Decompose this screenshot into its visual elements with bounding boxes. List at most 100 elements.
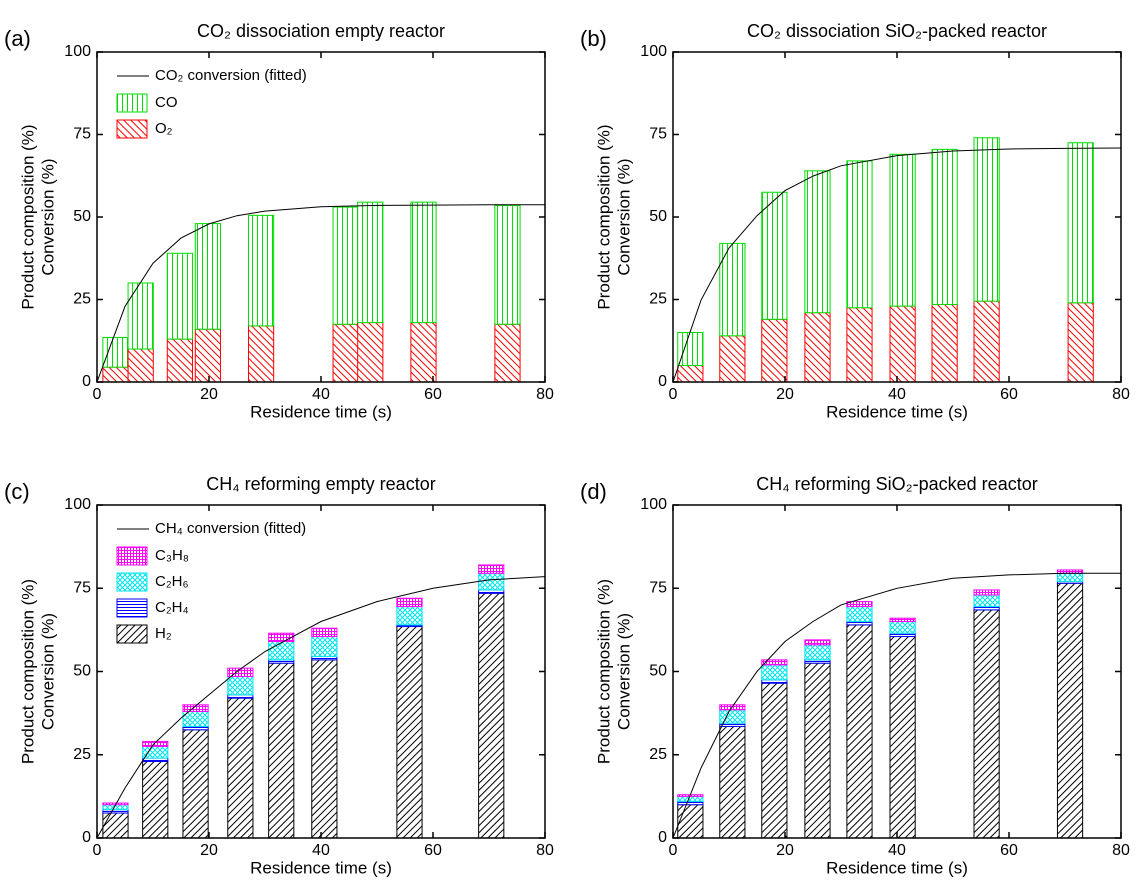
legend-swatch bbox=[116, 598, 148, 618]
legend-label: CO₂ conversion (fitted) bbox=[155, 67, 307, 84]
bar-segment bbox=[227, 667, 254, 677]
y-tick-label: 0 bbox=[82, 373, 91, 390]
legend-label: C₂H₆ bbox=[155, 573, 189, 590]
x-tick-label: 0 bbox=[93, 842, 102, 859]
bar-segment bbox=[804, 312, 831, 383]
bar-segment bbox=[311, 659, 338, 839]
y-tick-label: 25 bbox=[73, 291, 91, 308]
y-tick-label: 100 bbox=[64, 496, 91, 513]
bar-segment bbox=[677, 795, 704, 802]
bar-segment bbox=[719, 335, 746, 383]
x-tick-label: 0 bbox=[93, 386, 102, 403]
x-tick-label: 80 bbox=[536, 386, 554, 403]
bar-segment bbox=[357, 322, 384, 383]
bar-segment bbox=[478, 592, 505, 839]
bar-segment bbox=[846, 160, 873, 309]
bar-segment bbox=[166, 338, 193, 383]
legend-label: CH₄ conversion (fitted) bbox=[155, 520, 306, 537]
bar-segment bbox=[494, 204, 521, 325]
bar-segment bbox=[931, 303, 958, 383]
legend-swatch bbox=[116, 119, 148, 139]
bar-segment bbox=[761, 191, 788, 320]
bar-segment bbox=[410, 201, 437, 324]
y-tick-label: 50 bbox=[649, 208, 667, 225]
bar-segment bbox=[478, 572, 505, 591]
chart-title: CO₂ dissociation SiO₂-packed reactor bbox=[747, 21, 1047, 41]
bar-segment bbox=[677, 804, 704, 839]
panel-label: (b) bbox=[580, 26, 607, 51]
bar-segment bbox=[846, 606, 873, 623]
legend-swatch bbox=[116, 624, 148, 644]
bar-segment bbox=[142, 745, 169, 759]
bar-segment bbox=[846, 307, 873, 383]
legend-swatch bbox=[116, 93, 148, 113]
bar-segment bbox=[268, 641, 295, 661]
y-axis-label: Conversion (%) bbox=[38, 158, 57, 275]
x-tick-label: 40 bbox=[312, 842, 330, 859]
bar-segment bbox=[846, 601, 873, 608]
chart-title: CH₄ reforming empty reactor bbox=[206, 474, 435, 494]
x-tick-label: 0 bbox=[669, 386, 678, 403]
bar-segment bbox=[973, 589, 1000, 596]
y-tick-label: 25 bbox=[649, 746, 667, 763]
bar-segment bbox=[227, 675, 254, 696]
y-axis-label: Conversion (%) bbox=[614, 613, 633, 730]
bar-segment bbox=[396, 626, 423, 839]
bar-segment bbox=[127, 282, 154, 350]
bar-segment bbox=[889, 636, 916, 839]
fit-line bbox=[96, 204, 545, 383]
bar-segment bbox=[846, 624, 873, 839]
x-tick-label: 0 bbox=[669, 842, 678, 859]
bar-segment bbox=[396, 597, 423, 608]
y-tick-label: 50 bbox=[649, 663, 667, 680]
bar-segment bbox=[973, 609, 1000, 839]
bar-segment bbox=[142, 740, 169, 747]
x-axis-label: Residence time (s) bbox=[826, 402, 968, 421]
x-tick-label: 60 bbox=[424, 386, 442, 403]
bar-segment bbox=[410, 322, 437, 383]
legend-label: C₂H₄ bbox=[155, 599, 189, 616]
bar-segment bbox=[357, 201, 384, 324]
x-axis-label: Residence time (s) bbox=[250, 402, 392, 421]
y-tick-label: 100 bbox=[64, 43, 91, 60]
bar-segment bbox=[889, 621, 916, 634]
y-axis-label: Product composition (%) bbox=[594, 579, 613, 764]
y-axis-label: Conversion (%) bbox=[614, 158, 633, 275]
bar-segment bbox=[166, 252, 193, 340]
x-tick-label: 80 bbox=[1112, 386, 1130, 403]
fit-line bbox=[672, 147, 1122, 383]
bar-segment bbox=[719, 709, 746, 724]
legend-label: C₃H₈ bbox=[155, 547, 189, 564]
bar-segment bbox=[973, 300, 1000, 383]
bar-segment bbox=[227, 697, 254, 839]
y-tick-label: 25 bbox=[649, 291, 667, 308]
bar-segment bbox=[194, 328, 221, 383]
bar-segment bbox=[931, 148, 958, 305]
y-tick-label: 50 bbox=[73, 208, 91, 225]
y-tick-label: 50 bbox=[73, 663, 91, 680]
x-tick-label: 40 bbox=[312, 386, 330, 403]
y-tick-label: 75 bbox=[649, 126, 667, 143]
bar-segment bbox=[332, 206, 359, 325]
x-tick-label: 60 bbox=[424, 842, 442, 859]
x-axis-label: Residence time (s) bbox=[826, 858, 968, 877]
bar-segment bbox=[311, 636, 338, 658]
bar-segment bbox=[889, 617, 916, 623]
y-axis-label: Product composition (%) bbox=[18, 124, 37, 309]
x-tick-label: 40 bbox=[888, 386, 906, 403]
bar-segment bbox=[761, 664, 788, 681]
x-tick-label: 20 bbox=[200, 386, 218, 403]
chart-title: CO₂ dissociation empty reactor bbox=[197, 21, 445, 41]
y-tick-label: 100 bbox=[640, 496, 667, 513]
bar-segment bbox=[677, 365, 704, 383]
bar-segment bbox=[761, 318, 788, 383]
x-axis-label: Residence time (s) bbox=[250, 858, 392, 877]
bar-segment bbox=[761, 682, 788, 839]
bar-segment bbox=[804, 639, 831, 646]
bar-segment bbox=[1067, 302, 1094, 383]
y-axis-label: Product composition (%) bbox=[594, 124, 613, 309]
x-tick-label: 20 bbox=[776, 842, 794, 859]
bar-segment bbox=[804, 170, 831, 314]
x-tick-label: 40 bbox=[888, 842, 906, 859]
